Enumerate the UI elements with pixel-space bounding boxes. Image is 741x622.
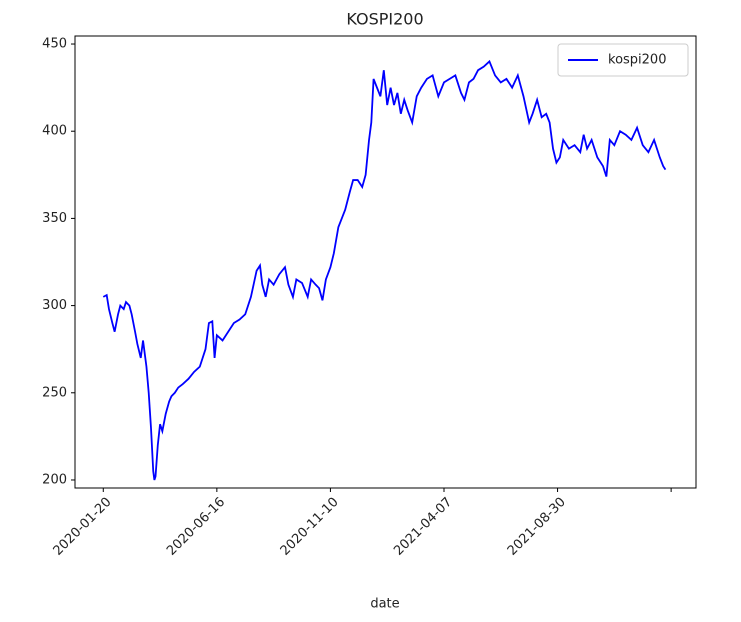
y-tick-label: 400 (42, 124, 67, 139)
y-tick-label: 350 (42, 211, 67, 226)
x-axis-label: date (370, 597, 399, 612)
legend-label: kospi200 (608, 53, 666, 68)
y-tick-label: 250 (42, 385, 67, 400)
x-tick-label: 2020-11-10 (278, 495, 342, 559)
y-tick-label: 300 (42, 298, 67, 313)
x-tick-label: 2021-08-30 (505, 495, 569, 559)
x-tick-label: 2020-01-20 (51, 495, 115, 559)
legend-box (557, 43, 689, 77)
y-tick-label: 200 (42, 472, 67, 487)
x-tick-label: 2020-06-16 (164, 495, 228, 559)
y-tick-label: 450 (42, 37, 67, 52)
line-series (102, 59, 667, 481)
chart-title: KOSPI200 (346, 10, 423, 29)
x-tick-label: 2021-04-07 (391, 495, 455, 559)
plot-frame (74, 35, 697, 489)
